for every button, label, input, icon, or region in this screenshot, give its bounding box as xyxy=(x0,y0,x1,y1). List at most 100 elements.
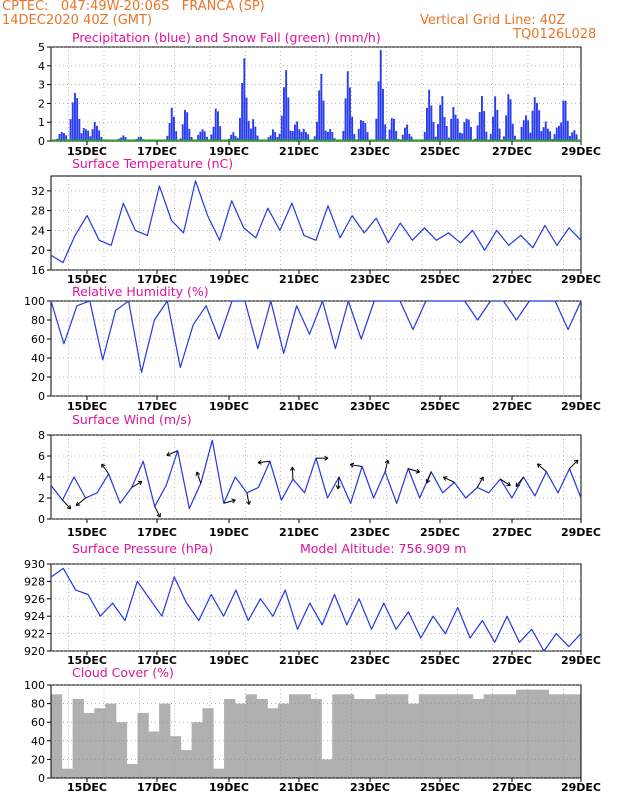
cloud-bar xyxy=(159,703,171,778)
wind-arrow-head xyxy=(425,478,431,484)
precip-bar xyxy=(362,121,365,141)
precip-bar xyxy=(364,122,367,141)
cloud-bar xyxy=(516,689,528,778)
wind-arrow xyxy=(443,476,455,483)
y-tick-label: 2 xyxy=(38,492,45,505)
y-tick-label: 100 xyxy=(24,679,45,692)
cloud-bar xyxy=(148,731,160,778)
cloud-bar xyxy=(526,689,539,778)
cloud-bar xyxy=(234,703,247,778)
precip-bar xyxy=(276,137,279,141)
precip-bar xyxy=(287,97,290,141)
cloud-bar xyxy=(462,694,474,778)
wind-arrow-head xyxy=(335,485,341,490)
y-tick-label: 32 xyxy=(31,185,45,198)
wind-arrow-head xyxy=(156,513,161,518)
precip-bar xyxy=(536,102,538,141)
precip-bar xyxy=(423,131,426,141)
wind-arrow-head xyxy=(384,459,390,465)
y-tick-label: 24 xyxy=(31,224,45,237)
cloud-bar xyxy=(570,694,582,778)
precip-bar xyxy=(349,87,351,141)
precip-bar xyxy=(219,126,222,141)
precip-bar xyxy=(329,128,332,141)
wind-arrow-head xyxy=(101,463,106,469)
precip-bar xyxy=(494,96,497,141)
precip-bar xyxy=(454,114,457,141)
panel-title: Surface Temperature (nC) xyxy=(72,156,233,171)
wind-arrow-head xyxy=(349,462,355,468)
precip-bar xyxy=(206,136,208,141)
precip-bar xyxy=(212,126,215,141)
precip-bar xyxy=(441,96,444,141)
x-tick-label: 19DEC xyxy=(209,273,249,286)
cloud-bar xyxy=(494,694,506,778)
cloud-bar xyxy=(505,694,517,778)
cloud-bar xyxy=(310,698,322,778)
x-tick-label: 21DEC xyxy=(279,400,319,413)
wind-arrow-head xyxy=(479,476,484,482)
precip-bar xyxy=(566,120,569,141)
x-tick-label: 15DEC xyxy=(67,400,107,413)
precip-bar xyxy=(443,117,446,141)
x-tick-label: 15DEC xyxy=(67,273,107,286)
precip-bar xyxy=(245,97,248,141)
header-model-id: TQ0126L028 xyxy=(513,27,597,42)
wind-arrow xyxy=(537,463,547,473)
x-tick-label: 29DEC xyxy=(561,781,601,794)
precip-bar xyxy=(463,122,466,141)
precip-bar xyxy=(542,127,545,141)
precip-bar xyxy=(140,136,142,141)
precip-bar xyxy=(300,131,303,141)
precip-bar xyxy=(379,50,382,141)
precip-bar xyxy=(503,136,505,141)
precip-bar xyxy=(461,133,464,141)
precip-bar xyxy=(445,125,448,141)
precip-bar xyxy=(489,133,492,141)
precip-bar xyxy=(274,132,277,141)
cloud-bar xyxy=(169,736,182,778)
precip-bar xyxy=(452,106,455,141)
x-tick-label: 23DEC xyxy=(350,273,390,286)
precip-bar xyxy=(525,115,527,141)
precip-bar xyxy=(98,130,101,141)
precip-bar xyxy=(285,70,288,141)
precip-bar xyxy=(298,129,301,141)
y-tick-label: 20 xyxy=(31,371,45,384)
precip-bar xyxy=(485,131,488,141)
wind-arrow xyxy=(569,459,579,469)
cloud-bar xyxy=(202,708,214,778)
precip-bar xyxy=(278,133,281,141)
x-tick-label: 17DEC xyxy=(137,526,177,539)
precip-bar xyxy=(511,123,514,141)
x-tick-label: 23DEC xyxy=(350,145,390,158)
precip-bar xyxy=(188,128,191,141)
precip-bar xyxy=(85,129,87,141)
precip-bar xyxy=(239,117,241,141)
y-tick-label: 0 xyxy=(38,390,45,403)
x-tick-label: 17DEC xyxy=(137,654,177,667)
wind-arrow-head xyxy=(290,466,295,471)
x-tick-label: 27DEC xyxy=(492,781,532,794)
wind-arrow xyxy=(476,476,484,488)
precip-bar xyxy=(254,126,257,141)
wind-arrow xyxy=(196,471,202,484)
wind-arrow-head xyxy=(75,501,81,507)
precip-bar xyxy=(357,128,360,141)
wind-arrow-head xyxy=(324,455,329,461)
x-tick-label: 25DEC xyxy=(420,526,460,539)
wind-arrow xyxy=(291,467,294,480)
x-tick-label: 19DEC xyxy=(209,145,249,158)
precip-bar xyxy=(120,137,123,141)
y-tick-label: 0 xyxy=(38,772,45,785)
x-tick-label: 27DEC xyxy=(492,400,532,413)
wind-arrow-head xyxy=(66,504,72,510)
precip-bar xyxy=(406,124,409,141)
precip-bar xyxy=(184,109,186,141)
y-tick-label: 930 xyxy=(24,558,45,571)
x-tick-label: 29DEC xyxy=(561,273,601,286)
precip-bar xyxy=(360,120,362,141)
wind-arrow-head xyxy=(536,463,542,468)
precip-bar xyxy=(327,131,329,141)
precip-bar xyxy=(58,133,61,141)
